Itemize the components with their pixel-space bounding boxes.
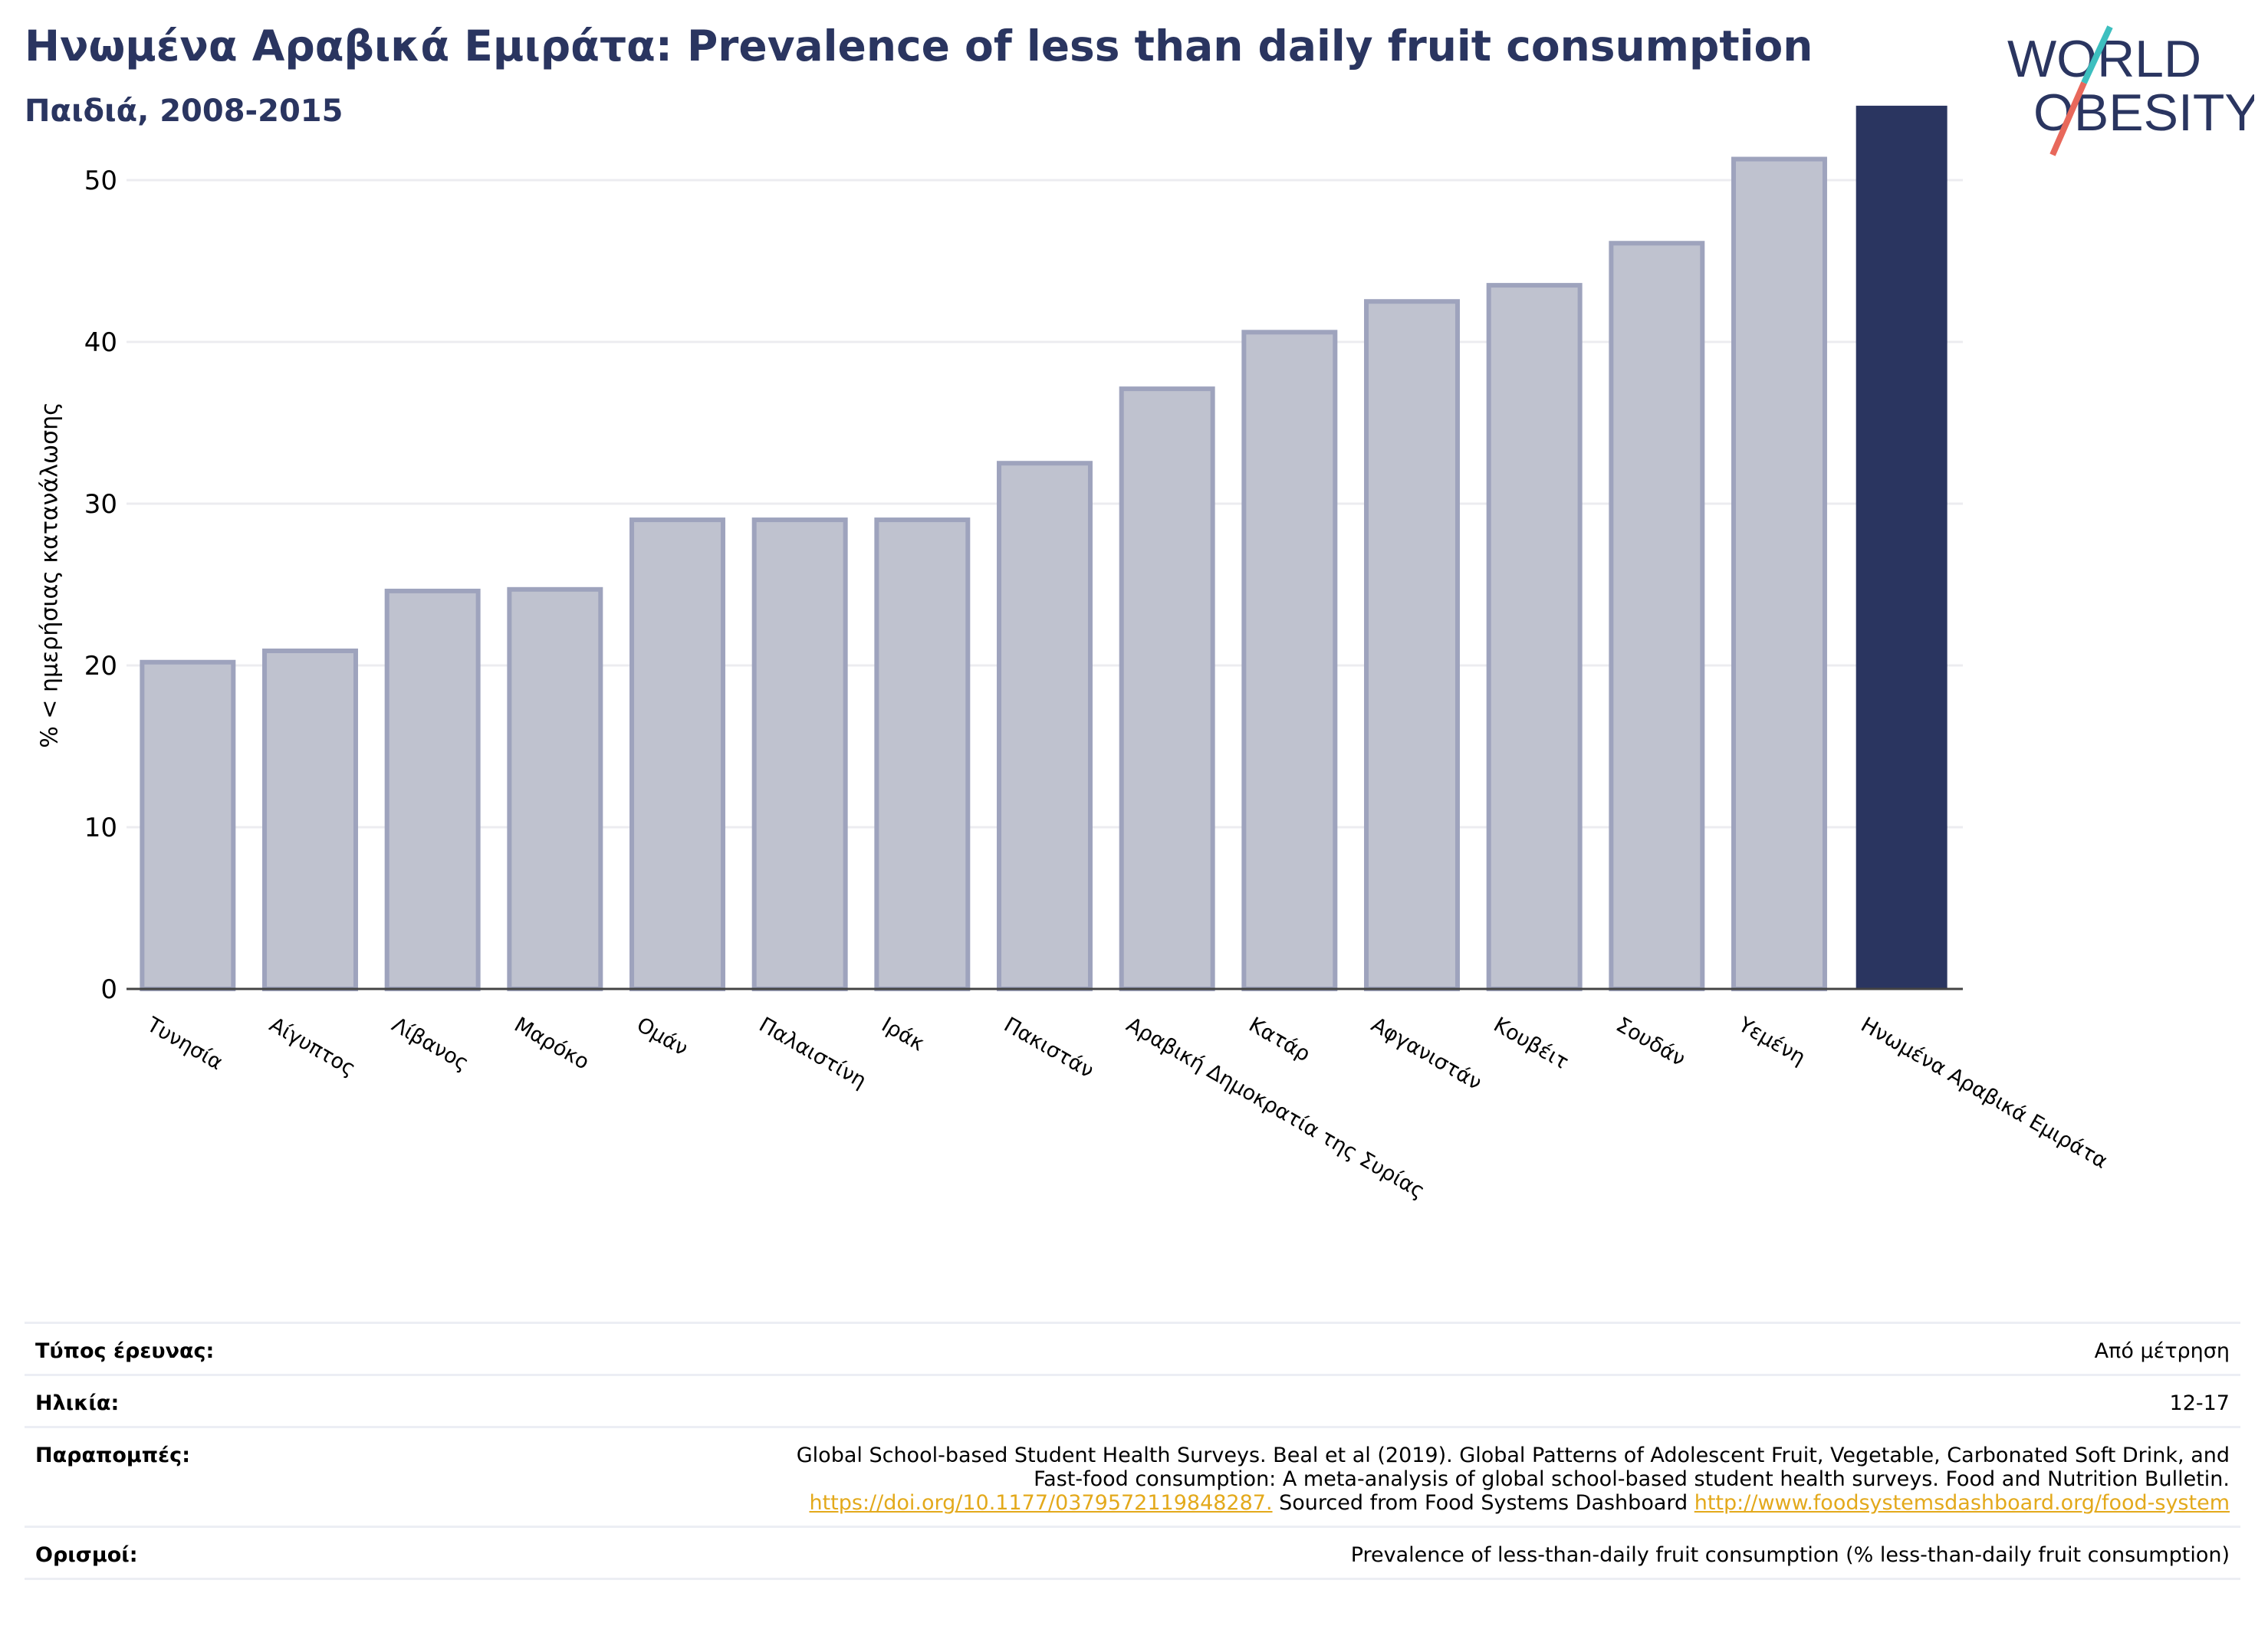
meta-value: Από μέτρηση xyxy=(292,1322,2240,1375)
reference-line-3: https://doi.org/10.1177/0379572119848287… xyxy=(304,1491,2230,1515)
reference-line-2: Fast-food consumption: A meta-analysis o… xyxy=(1034,1467,2230,1491)
x-tick-label: Κατάρ xyxy=(1244,1013,1314,1066)
x-tick-label: Σουδάν xyxy=(1612,1013,1689,1071)
y-tick-label: 20 xyxy=(84,651,117,682)
bar xyxy=(140,659,236,991)
bars xyxy=(140,105,1948,992)
x-tick-label: Πακιστάν xyxy=(1000,1013,1098,1083)
logo-slash-top xyxy=(2081,25,2113,84)
bar xyxy=(1486,283,1583,991)
x-tick-label: Υεμένη xyxy=(1734,1013,1809,1070)
x-tick-labels: Τυνησία Αίγυπτος Λίβανος Μαρόκο Ομάν Παλαιστί… xyxy=(142,1013,2111,1204)
x-tick-label: Κουβέιτ xyxy=(1490,1013,1573,1074)
bar xyxy=(629,517,725,991)
bar xyxy=(997,461,1093,991)
bar-chart: 0 10 20 30 40 50 Τυνησία Αίγυπτος Λίβανος Μαρόκο… xyxy=(84,105,2112,1204)
y-tick-label: 0 xyxy=(100,974,117,1005)
bar xyxy=(507,586,603,991)
y-axis-label: % < ημερήσιας κατανάλωσης xyxy=(36,402,64,748)
x-tick-label: Λίβανος xyxy=(388,1013,473,1076)
meta-row-age: Ηλικία: 12-17 xyxy=(25,1374,2240,1427)
x-tick-label: Ηνωμένα Αραβικά Εμιράτα xyxy=(1857,1013,2112,1174)
y-tick-label: 30 xyxy=(84,489,117,520)
bar xyxy=(1609,241,1705,992)
bar xyxy=(262,648,358,992)
x-tick-label: Μαρόκο xyxy=(510,1013,593,1074)
bar xyxy=(751,517,848,991)
logo-slash-bottom xyxy=(2049,81,2087,156)
x-tick-label: Τυνησία xyxy=(142,1013,226,1076)
bar xyxy=(1119,386,1215,992)
reference-source-text: Sourced from Food Systems Dashboard xyxy=(1272,1491,1694,1515)
bar xyxy=(1241,330,1338,992)
bar xyxy=(384,588,481,991)
metadata-table: Τύπος έρευνας: Από μέτρηση Ηλικία: 12-17… xyxy=(25,1322,2240,1580)
chart-title: Ηνωμένα Αραβικά Εμιράτα: Prevalence of l… xyxy=(25,21,1813,71)
x-tick-label: Αίγυπτος xyxy=(265,1013,360,1081)
bar xyxy=(1855,105,1948,990)
y-tick-label: 10 xyxy=(84,813,117,843)
meta-value: 12-17 xyxy=(292,1374,2240,1427)
bar xyxy=(874,517,971,991)
x-tick-label: Αφγανιστάν xyxy=(1367,1013,1486,1095)
world-obesity-logo: WORLD OBESITY xyxy=(2007,25,2254,156)
meta-label: Ορισμοί: xyxy=(25,1526,293,1580)
dashboard-link[interactable]: http://www.foodsystemsdashboard.org/food… xyxy=(1694,1491,2230,1515)
meta-row-definitions: Ορισμοί: Prevalence of less-than-daily f… xyxy=(25,1526,2240,1580)
y-tick-labels: 0 10 20 30 40 50 xyxy=(84,166,117,1005)
x-tick-label: Ιράκ xyxy=(877,1013,929,1056)
meta-row-references: Παραπομπές: Global School-based Student … xyxy=(25,1426,2240,1527)
reference-line-1: Global School-based Student Health Surve… xyxy=(796,1444,2230,1467)
bar xyxy=(1364,299,1460,991)
chart-subtitle: Παιδιά, 2008-2015 xyxy=(25,94,343,129)
x-tick-label: Παλαιστίνη xyxy=(755,1013,870,1093)
doi-link[interactable]: https://doi.org/10.1177/0379572119848287… xyxy=(809,1491,1273,1515)
meta-label: Τύπος έρευνας: xyxy=(25,1322,293,1375)
y-tick-label: 40 xyxy=(84,327,117,358)
y-tick-label: 50 xyxy=(84,166,117,196)
meta-value-references: Global School-based Student Health Surve… xyxy=(292,1426,2240,1527)
meta-label: Ηλικία: xyxy=(25,1374,293,1427)
bar xyxy=(1731,156,1827,991)
meta-value: Prevalence of less-than-daily fruit cons… xyxy=(292,1526,2240,1580)
meta-label: Παραπομπές: xyxy=(25,1426,293,1527)
meta-row-survey-type: Τύπος έρευνας: Από μέτρηση xyxy=(25,1322,2240,1375)
x-tick-label: Ομάν xyxy=(633,1013,692,1061)
